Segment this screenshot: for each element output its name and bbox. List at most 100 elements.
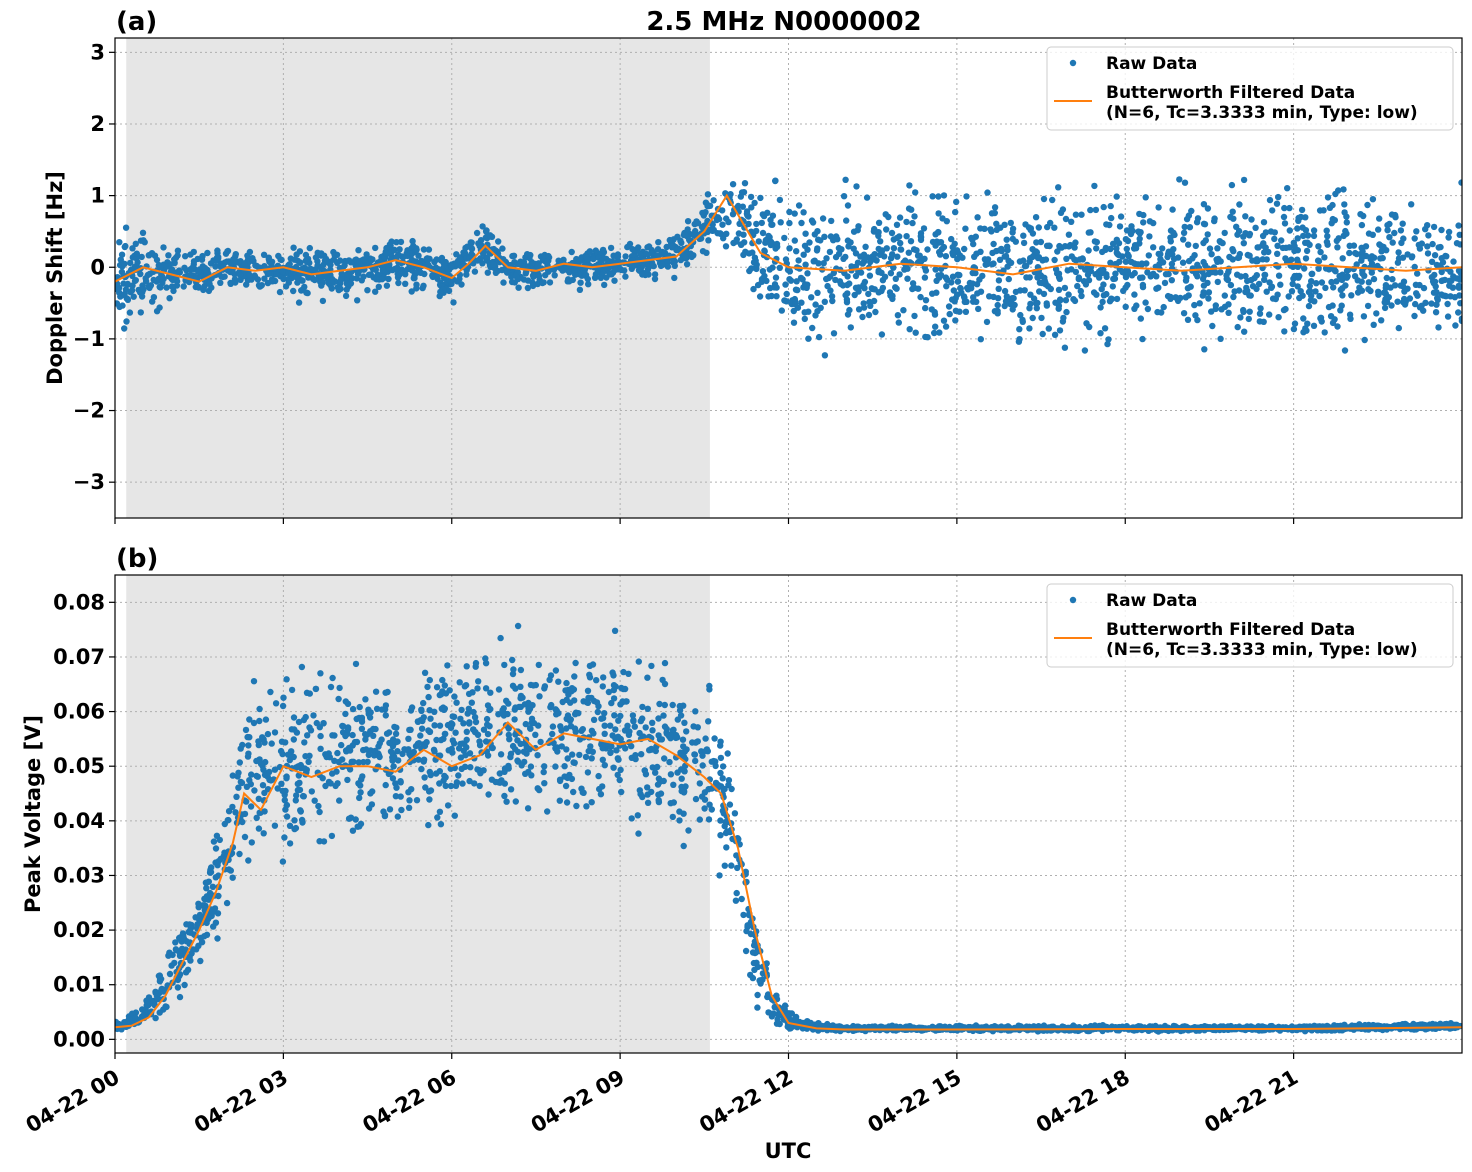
raw-data-point xyxy=(1260,219,1268,226)
raw-data-point xyxy=(464,710,471,717)
raw-data-point xyxy=(364,287,371,294)
raw-data-point xyxy=(664,263,672,270)
raw-data-point xyxy=(758,219,765,227)
raw-data-point xyxy=(600,674,607,681)
raw-data-point xyxy=(1436,262,1443,269)
raw-data-point xyxy=(520,748,528,755)
raw-data-point xyxy=(620,668,627,676)
raw-data-point xyxy=(1092,271,1099,278)
raw-data-point xyxy=(994,307,1001,315)
raw-data-point xyxy=(362,736,369,743)
raw-data-point xyxy=(1150,244,1157,251)
raw-data-point xyxy=(1017,287,1024,294)
raw-data-point xyxy=(535,722,542,729)
raw-data-point xyxy=(408,288,415,295)
raw-data-point xyxy=(468,699,475,706)
raw-data-point xyxy=(1324,233,1331,240)
raw-data-point xyxy=(122,224,130,231)
raw-data-point xyxy=(696,780,703,787)
raw-data-point xyxy=(1212,302,1220,309)
raw-data-point xyxy=(1137,315,1145,322)
raw-data-point xyxy=(1342,227,1349,235)
raw-data-point xyxy=(1101,325,1109,332)
raw-data-point xyxy=(187,266,194,273)
raw-data-point xyxy=(1354,277,1361,284)
raw-data-point xyxy=(378,706,386,713)
raw-data-point xyxy=(195,268,202,275)
raw-data-point xyxy=(843,217,850,224)
raw-data-point xyxy=(349,731,356,739)
raw-data-point xyxy=(1331,217,1339,224)
raw-data-point xyxy=(590,255,597,263)
raw-data-point xyxy=(418,725,426,732)
raw-data-point xyxy=(500,279,507,286)
raw-data-point xyxy=(441,260,448,267)
raw-data-point xyxy=(1435,244,1442,251)
raw-data-point xyxy=(970,294,977,301)
raw-data-point xyxy=(929,193,936,200)
raw-data-point xyxy=(1109,283,1117,290)
raw-data-point xyxy=(331,757,338,764)
raw-data-point xyxy=(1205,295,1212,302)
raw-data-point xyxy=(432,770,440,777)
raw-data-point xyxy=(759,229,767,237)
raw-data-point xyxy=(199,252,206,260)
raw-data-point xyxy=(244,733,251,741)
raw-data-point xyxy=(691,751,699,758)
raw-data-point xyxy=(453,259,460,267)
raw-data-point xyxy=(1168,260,1176,268)
raw-data-point xyxy=(1307,296,1315,304)
raw-data-point xyxy=(723,844,730,851)
raw-data-point xyxy=(1136,274,1144,281)
raw-data-point xyxy=(171,959,178,967)
raw-data-point xyxy=(671,274,678,282)
raw-data-point xyxy=(787,1025,794,1032)
raw-data-point xyxy=(954,291,961,298)
raw-data-point xyxy=(1446,277,1453,284)
raw-data-point xyxy=(444,662,451,669)
raw-data-point xyxy=(728,862,735,869)
raw-data-point xyxy=(477,242,484,249)
raw-data-point xyxy=(648,662,655,670)
raw-data-point xyxy=(512,798,519,805)
y-tick-label: −1 xyxy=(73,327,105,351)
raw-data-point xyxy=(1282,305,1289,313)
raw-data-point xyxy=(415,756,422,763)
raw-data-point xyxy=(308,788,315,795)
filtered-data-line xyxy=(115,193,1462,283)
raw-data-point xyxy=(474,257,481,264)
raw-data-point xyxy=(1228,181,1236,189)
raw-data-point xyxy=(447,765,454,772)
raw-data-point xyxy=(1411,312,1418,320)
raw-data-point xyxy=(237,745,244,752)
raw-data-point xyxy=(1308,278,1315,285)
raw-data-point xyxy=(1108,295,1115,302)
raw-data-point xyxy=(1273,200,1281,207)
raw-data-point xyxy=(499,707,506,714)
raw-data-point xyxy=(798,219,805,227)
raw-data-point xyxy=(572,728,579,736)
raw-data-point xyxy=(588,799,595,806)
raw-data-point xyxy=(529,272,537,279)
raw-data-point xyxy=(860,304,868,311)
raw-data-point xyxy=(897,246,904,253)
raw-data-point xyxy=(425,788,433,795)
raw-data-point xyxy=(1422,226,1429,233)
raw-data-point xyxy=(1286,227,1294,234)
raw-data-point xyxy=(752,257,759,264)
raw-data-point xyxy=(571,673,578,680)
raw-data-point xyxy=(1291,272,1298,280)
raw-data-point xyxy=(703,249,710,256)
raw-data-point xyxy=(1157,256,1164,263)
raw-data-point xyxy=(905,249,912,256)
raw-data-point xyxy=(280,694,287,701)
raw-data-point xyxy=(1298,206,1306,214)
raw-data-point xyxy=(290,714,298,721)
raw-data-point xyxy=(247,803,255,810)
raw-data-point xyxy=(717,832,724,839)
raw-data-point xyxy=(524,263,531,270)
raw-data-point xyxy=(1329,201,1336,209)
raw-data-point xyxy=(445,747,452,754)
raw-data-point xyxy=(426,676,433,684)
raw-data-point xyxy=(1290,325,1298,333)
